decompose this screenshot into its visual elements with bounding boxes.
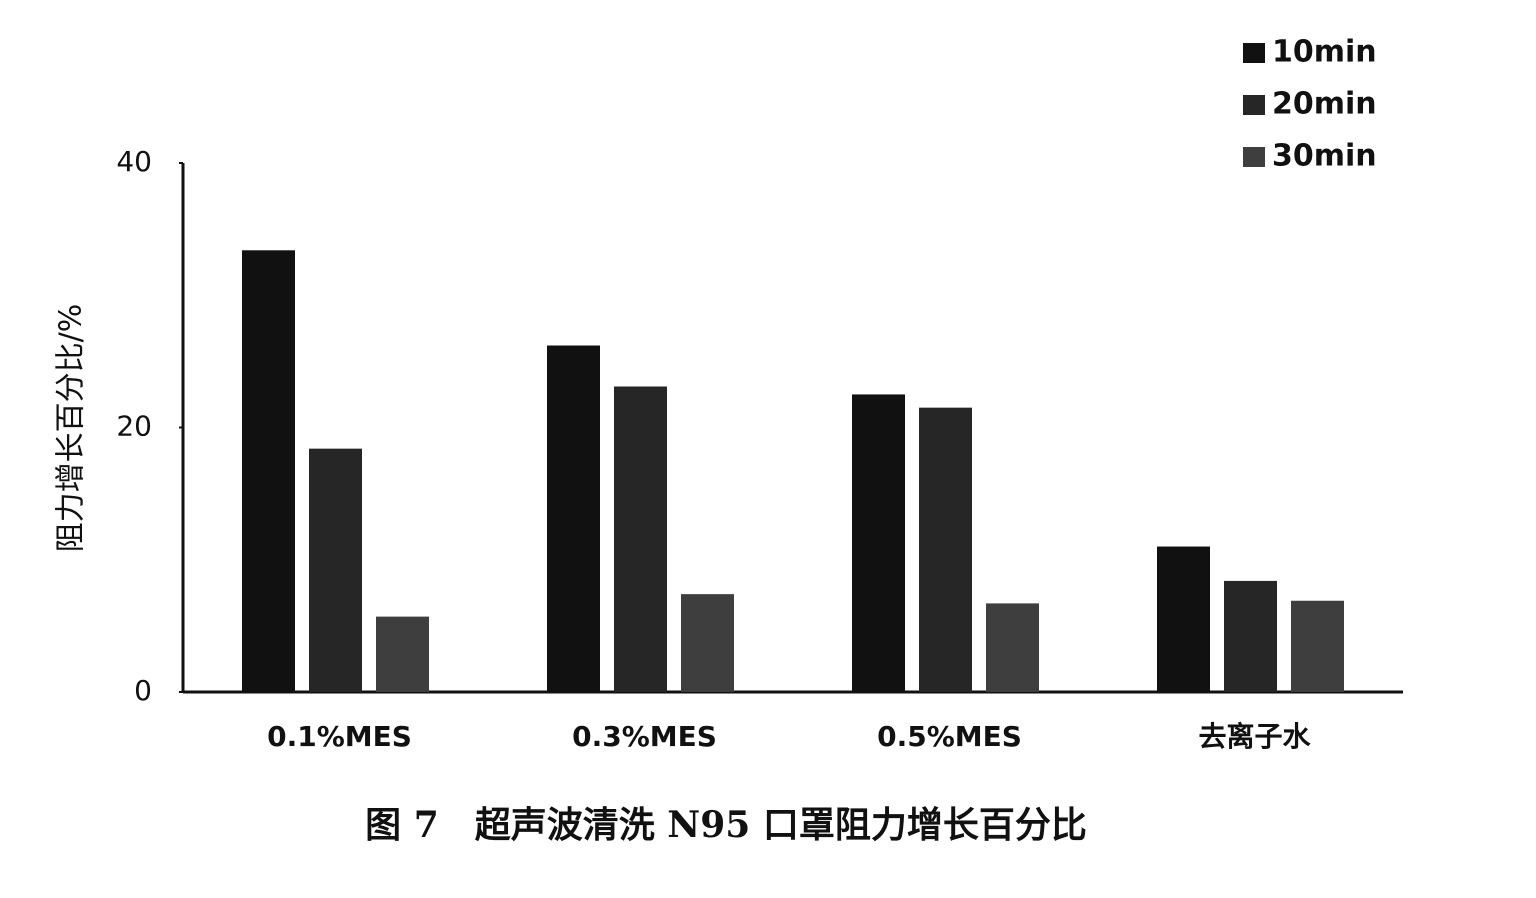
bar xyxy=(852,394,905,692)
x-tick-label: 去离子水 xyxy=(1198,720,1311,753)
bar xyxy=(242,250,295,692)
y-tick-label: 20 xyxy=(116,410,152,443)
x-tick-label: 0.3%MES xyxy=(572,720,717,753)
bar xyxy=(986,603,1039,692)
y-axis-label: 阻力增长百分比/% xyxy=(54,304,89,553)
chart-caption: 图 7 超声波清洗 N95 口罩阻力增长百分比 xyxy=(365,804,1087,846)
legend-swatch xyxy=(1243,147,1265,167)
bar xyxy=(309,448,362,692)
x-tick-label: 0.5%MES xyxy=(877,720,1022,753)
x-tick-label: 0.1%MES xyxy=(267,720,412,753)
bar xyxy=(376,616,429,692)
y-tick-label: 0 xyxy=(134,674,152,707)
legend-label: 10min xyxy=(1272,35,1377,70)
bar xyxy=(681,594,734,692)
legend-swatch xyxy=(1243,43,1265,63)
bar xyxy=(1224,580,1277,692)
legend-label: 20min xyxy=(1272,87,1377,122)
bar xyxy=(1157,546,1210,692)
bar xyxy=(1291,600,1344,692)
legend-swatch xyxy=(1243,95,1265,115)
y-tick-label: 40 xyxy=(116,145,152,178)
bar xyxy=(919,407,972,692)
bar xyxy=(547,345,600,692)
legend-label: 30min xyxy=(1272,139,1377,174)
bar xyxy=(614,386,667,692)
